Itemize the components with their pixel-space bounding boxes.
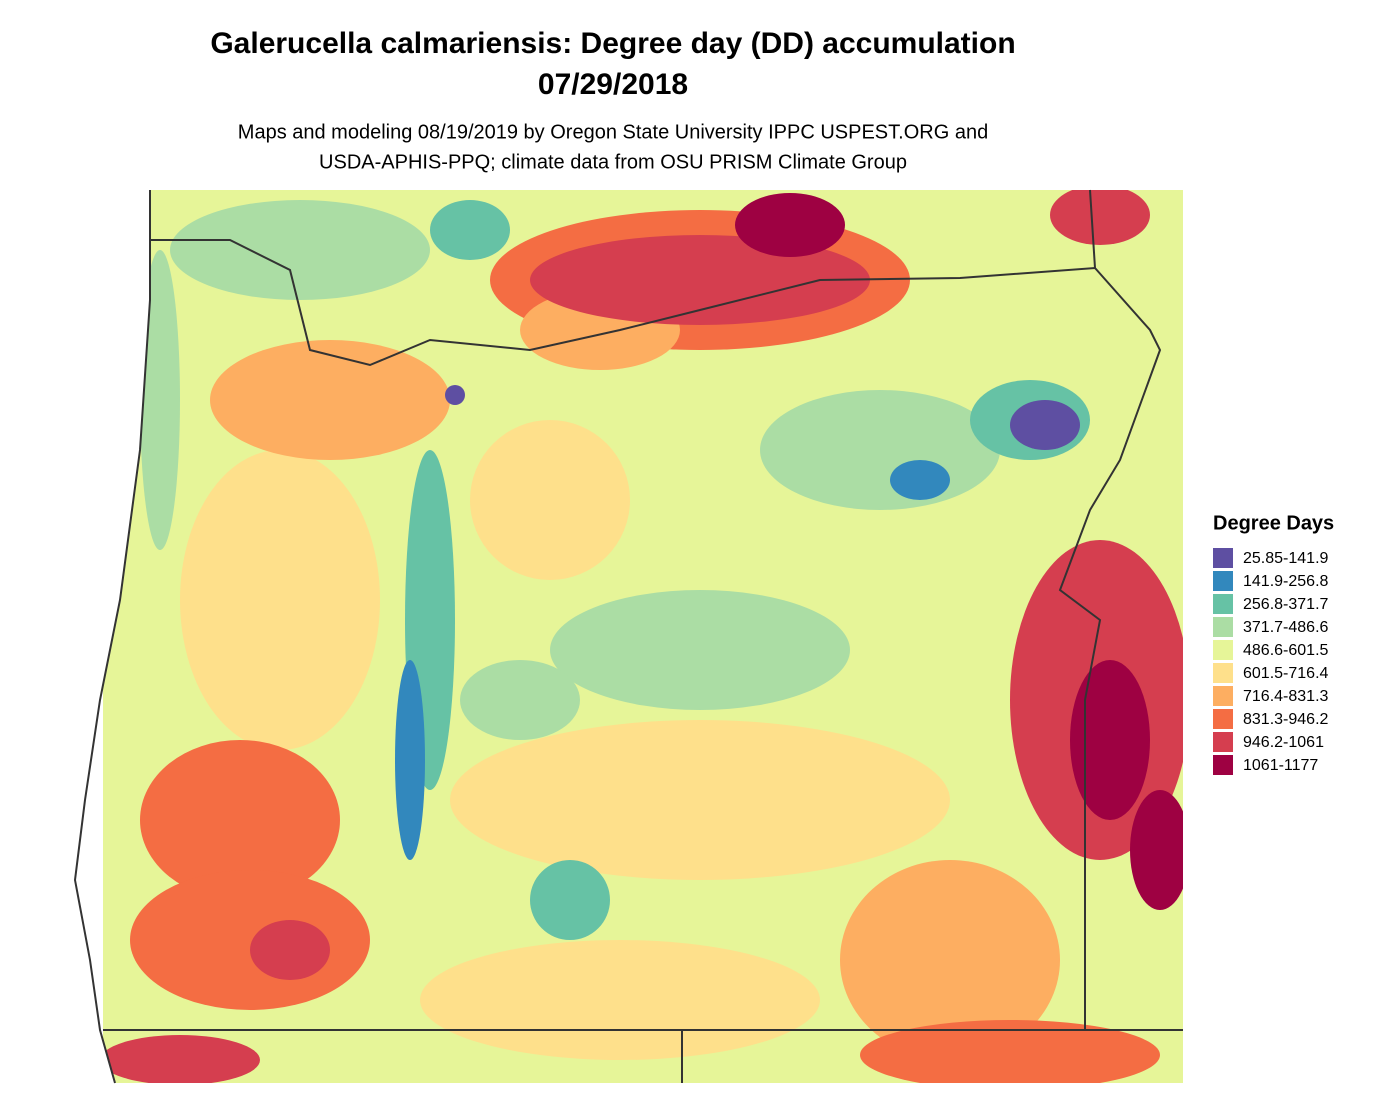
- title: 07/29/2018: [538, 68, 688, 101]
- legend-label: 256.8-371.7: [1243, 596, 1329, 613]
- legend-title: Degree Days: [1213, 512, 1334, 534]
- legend-label: 831.3-946.2: [1243, 711, 1329, 728]
- legend-label: 946.2-1061: [1243, 734, 1324, 751]
- map-region: [180, 450, 380, 750]
- legend-label: 371.7-486.6: [1243, 619, 1329, 636]
- legend-label: 25.85-141.9: [1243, 550, 1329, 567]
- map-region: [395, 660, 425, 860]
- map-region: [450, 720, 950, 880]
- map-region: [735, 193, 845, 257]
- map: [103, 190, 1183, 1083]
- map-region: [250, 920, 330, 980]
- legend-swatch: [1213, 732, 1233, 752]
- map-region: [890, 460, 950, 500]
- map-region: [1070, 660, 1150, 820]
- map-region: [140, 250, 180, 550]
- map-region: [550, 590, 850, 710]
- legend: 25.85-141.9 141.9-256.8 256.8-371.7 371.7-4…: [1213, 548, 1329, 775]
- legend-label: 1061-1177: [1243, 757, 1318, 774]
- state-border: [103, 189, 1183, 1083]
- map-region: [430, 200, 510, 260]
- map-region: [840, 860, 1060, 1060]
- ocean: [103, 190, 150, 1083]
- map-region: [445, 385, 465, 405]
- map-region: [470, 420, 630, 580]
- map-region: [210, 340, 450, 460]
- legend-swatch: [1213, 663, 1233, 683]
- legend-label: 486.6-601.5: [1243, 642, 1329, 659]
- legend-swatch: [1213, 709, 1233, 729]
- subtitle: Maps and modeling 08/19/2019 by Oregon S…: [238, 121, 988, 143]
- subtitle: USDA-APHIS-PPQ; climate data from OSU PR…: [319, 151, 907, 173]
- map-region: [760, 390, 1000, 510]
- map-region: [530, 860, 610, 940]
- map-region: [1050, 190, 1150, 245]
- map-region: [1130, 790, 1183, 910]
- legend-swatch: [1213, 617, 1233, 637]
- map-region: [420, 940, 820, 1060]
- coast: [73, 190, 151, 1084]
- map-region: [130, 870, 370, 1010]
- legend-swatch: [1213, 686, 1233, 706]
- legend-swatch: [1213, 755, 1233, 775]
- legend-label: 716.4-831.3: [1243, 688, 1329, 705]
- state-border: [150, 239, 1162, 1030]
- legend-label: 601.5-716.4: [1243, 665, 1329, 682]
- legend-label: 141.9-256.8: [1243, 573, 1329, 590]
- legend-swatch: [1213, 594, 1233, 614]
- boundaries: [73, 189, 1183, 1084]
- map-region: [860, 1020, 1160, 1083]
- title: Galerucella calmariensis: Degree day (DD…: [210, 27, 1015, 60]
- legend-swatch: [1213, 571, 1233, 591]
- map-region: [170, 200, 430, 300]
- legend-swatch: [1213, 640, 1233, 660]
- map-region: [103, 1035, 260, 1083]
- map-region: [1010, 400, 1080, 450]
- map-region: [460, 660, 580, 740]
- map-region: [140, 740, 340, 900]
- legend-swatch: [1213, 548, 1233, 568]
- map-region: [530, 235, 870, 325]
